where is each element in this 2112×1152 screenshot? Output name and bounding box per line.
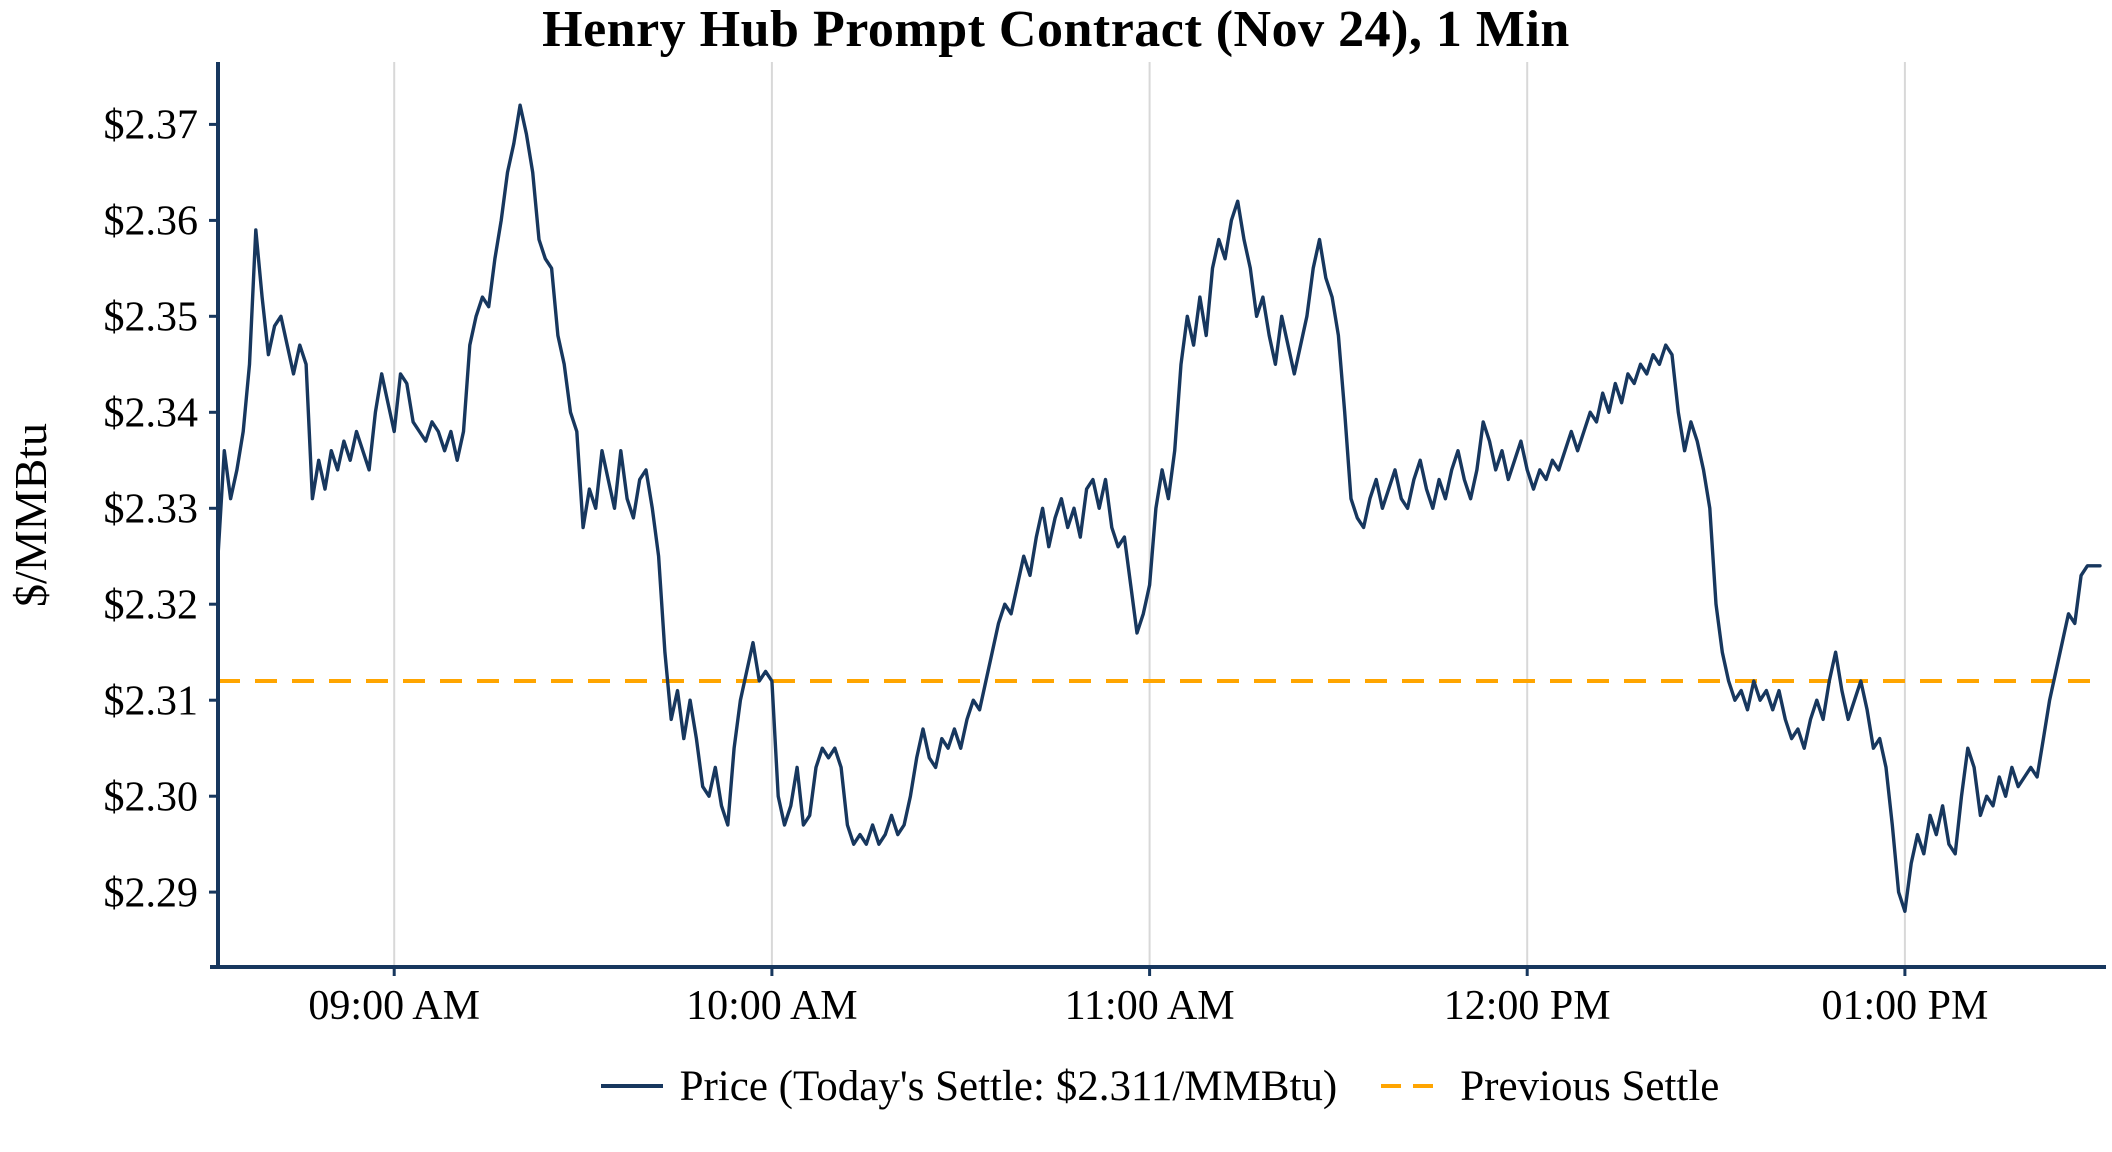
y-axis-label: $/MMBtu: [5, 423, 56, 607]
legend-item-settle: Previous Settle: [1379, 1062, 1719, 1111]
x-tick-label: 11:00 AM: [1065, 983, 1235, 1029]
y-tick-label: $2.30: [104, 774, 199, 820]
x-tick-label: 12:00 PM: [1444, 983, 1611, 1029]
y-tick-label: $2.34: [104, 391, 199, 437]
y-tick-label: $2.33: [104, 487, 199, 533]
legend-item-price: Price (Today's Settle: $2.311/MMBtu): [599, 1062, 1338, 1111]
settle-dashed-line-marker-icon: [1381, 1084, 1444, 1088]
y-tick-label: $2.35: [104, 295, 199, 341]
y-tick-label: $2.37: [104, 103, 199, 149]
y-tick-label: $2.36: [104, 199, 199, 245]
y-tick-label: $2.29: [104, 870, 199, 916]
price-line-marker-icon: [600, 1084, 663, 1088]
y-tick-label: $2.31: [104, 678, 199, 724]
price-line: [216, 103, 2102, 913]
legend-label-settle: Previous Settle: [1460, 1062, 1720, 1110]
legend-label-price: Price (Today's Settle: $2.311/MMBtu): [679, 1062, 1338, 1110]
chart-title: Henry Hub Prompt Contract (Nov 24), 1 Mi…: [542, 1, 1570, 58]
x-tick-label: 10:00 AM: [686, 983, 858, 1029]
x-tick-label: 09:00 AM: [308, 983, 480, 1029]
chart-legend: Price (Today's Settle: $2.311/MMBtu) Pre…: [218, 1054, 2100, 1118]
y-tick-label: $2.32: [104, 582, 199, 628]
x-tick-label: 01:00 PM: [1821, 983, 1988, 1029]
